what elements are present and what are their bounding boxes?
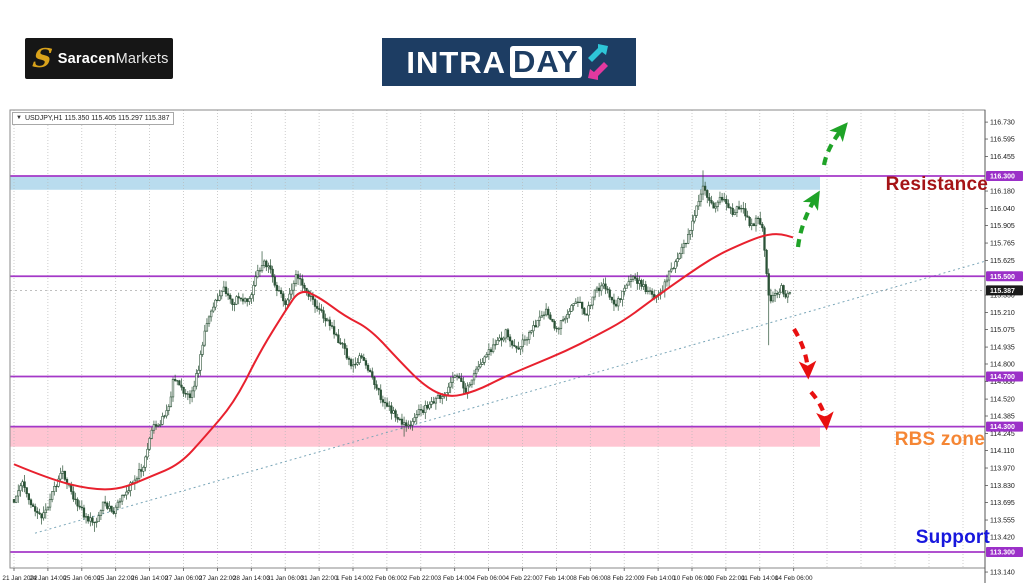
- saracen-markets-logo: S SaracenMarkets: [25, 38, 173, 79]
- candles: [12, 170, 792, 532]
- price-badge-label: 113.300: [990, 549, 1015, 556]
- intraday-text-intra: INTRA: [406, 44, 507, 80]
- price-tick-label: 116.180: [990, 188, 1015, 195]
- rbs-zone-label: RBS zone: [894, 429, 985, 450]
- time-tick-label: 8 Feb 06:00: [573, 575, 608, 582]
- chart-title-box[interactable]: ▼ USDJPY,H1 115.350 115.405 115.297 115.…: [12, 112, 175, 126]
- support-label: Support: [915, 527, 990, 548]
- price-tick-label: 116.455: [990, 154, 1015, 161]
- time-tick-label: 21 Jan 2022: [2, 575, 38, 582]
- rbs-zone: [10, 426, 820, 447]
- price-tick-label: 113.420: [990, 534, 1015, 541]
- price-badge-label: 114.300: [990, 424, 1015, 431]
- price-tick-label: 115.075: [990, 327, 1015, 334]
- price-tick-label: 114.110: [990, 448, 1014, 455]
- saracen-brand-light: Markets: [115, 50, 169, 67]
- level-price-badge: [986, 421, 1023, 432]
- price-tick-label: 114.520: [990, 396, 1015, 403]
- price-tick-label: 115.210: [990, 310, 1015, 317]
- time-tick-label: 25 Jan 06:00: [63, 575, 100, 582]
- time-tick-label: 2 Feb 06:00: [370, 575, 405, 582]
- time-tick-label: 27 Jan 06:00: [165, 575, 202, 582]
- price-tick-label: 114.245: [990, 431, 1015, 438]
- price-tick-label: 116.040: [990, 206, 1015, 213]
- time-tick-label: 24 Jan 14:00: [29, 575, 66, 582]
- price-tick-label: 115.625: [990, 258, 1015, 265]
- level-price-badge: [986, 546, 1023, 557]
- moving-average-line: [13, 233, 794, 491]
- bullish-arrow: [821, 122, 848, 166]
- time-tick-label: 31 Jan 06:00: [267, 575, 304, 582]
- time-tick-label: 9 Feb 14:00: [641, 575, 676, 582]
- time-tick-label: 3 Feb 14:00: [438, 575, 473, 582]
- level-price-badge: [986, 271, 1023, 282]
- price-badge-label: 116.300: [990, 174, 1015, 181]
- bearish-arrow: [792, 327, 817, 380]
- current-price-badge: [986, 285, 1023, 296]
- logo-arrow: [587, 62, 608, 80]
- time-tick-label: 27 Jan 22:00: [199, 575, 236, 582]
- time-tick-label: 1 Feb 14:00: [336, 575, 371, 582]
- price-tick-label: 115.765: [990, 240, 1015, 247]
- bearish-arrow: [809, 390, 834, 431]
- price-tick-label: 114.660: [990, 379, 1015, 386]
- saracen-brand-bold: Saracen: [57, 50, 116, 67]
- symbol-dropdown-icon[interactable]: ▼: [16, 114, 22, 121]
- time-tick-label: 8 Feb 22:00: [607, 575, 642, 582]
- ascending-trendline[interactable]: [34, 260, 986, 534]
- time-tick-label: 7 Feb 14:00: [539, 575, 574, 582]
- price-tick-label: 114.385: [990, 413, 1015, 420]
- saracen-brand-text: SaracenMarkets: [58, 51, 169, 67]
- price-tick-label: 114.800: [990, 361, 1015, 368]
- price-tick-label: 113.140: [990, 569, 1015, 576]
- time-tick-label: 14 Feb 06:00: [775, 575, 813, 582]
- price-tick-label: 113.695: [990, 500, 1015, 507]
- time-tick-label: 4 Feb 06:00: [472, 575, 507, 582]
- price-tick-label: 113.830: [990, 483, 1015, 490]
- time-tick-label: 25 Jan 22:00: [97, 575, 134, 582]
- price-badge-label: 115.387: [990, 288, 1015, 295]
- price-tick-label: 114.935: [990, 344, 1015, 351]
- resistance-zone: [10, 176, 820, 190]
- level-price-badge: [986, 171, 1023, 181]
- ohlc-title: USDJPY,H1 115.350 115.405 115.297 115.38…: [24, 115, 170, 122]
- time-tick-label: 2 Feb 22:00: [404, 575, 439, 582]
- time-tick-label: 26 Jan 14:00: [131, 575, 168, 582]
- resistance-label: Resistance: [885, 174, 988, 195]
- price-badge-label: 115.500: [990, 274, 1015, 281]
- time-tick-label: 28 Jan 14:00: [233, 575, 270, 582]
- time-tick-label: 4 Feb 22:00: [505, 575, 540, 582]
- price-tick-label: 113.970: [990, 465, 1015, 472]
- time-tick-label: 11 Feb 14:00: [741, 575, 779, 582]
- intraday-text-day: DAY: [510, 45, 582, 79]
- price-tick-label: 115.905: [990, 223, 1015, 230]
- logo-arrow: [587, 44, 608, 62]
- price-badge-label: 114.700: [990, 374, 1015, 381]
- time-tick-label: 10 Feb 06:00: [673, 575, 711, 582]
- price-tick-label: 113.555: [990, 517, 1015, 524]
- time-tick-label: 10 Feb 22:00: [707, 575, 745, 582]
- price-tick-label: 115.350: [990, 292, 1015, 299]
- bullish-arrow: [795, 190, 820, 248]
- intraday-arrows-icon: [587, 44, 608, 80]
- price-tick-label: 116.595: [990, 136, 1015, 143]
- time-tick-label: 31 Jan 22:00: [301, 575, 338, 582]
- level-price-badge: [986, 371, 1023, 382]
- intraday-logo: INTRA DAY: [382, 38, 636, 86]
- price-tick-label: 116.730: [990, 119, 1015, 126]
